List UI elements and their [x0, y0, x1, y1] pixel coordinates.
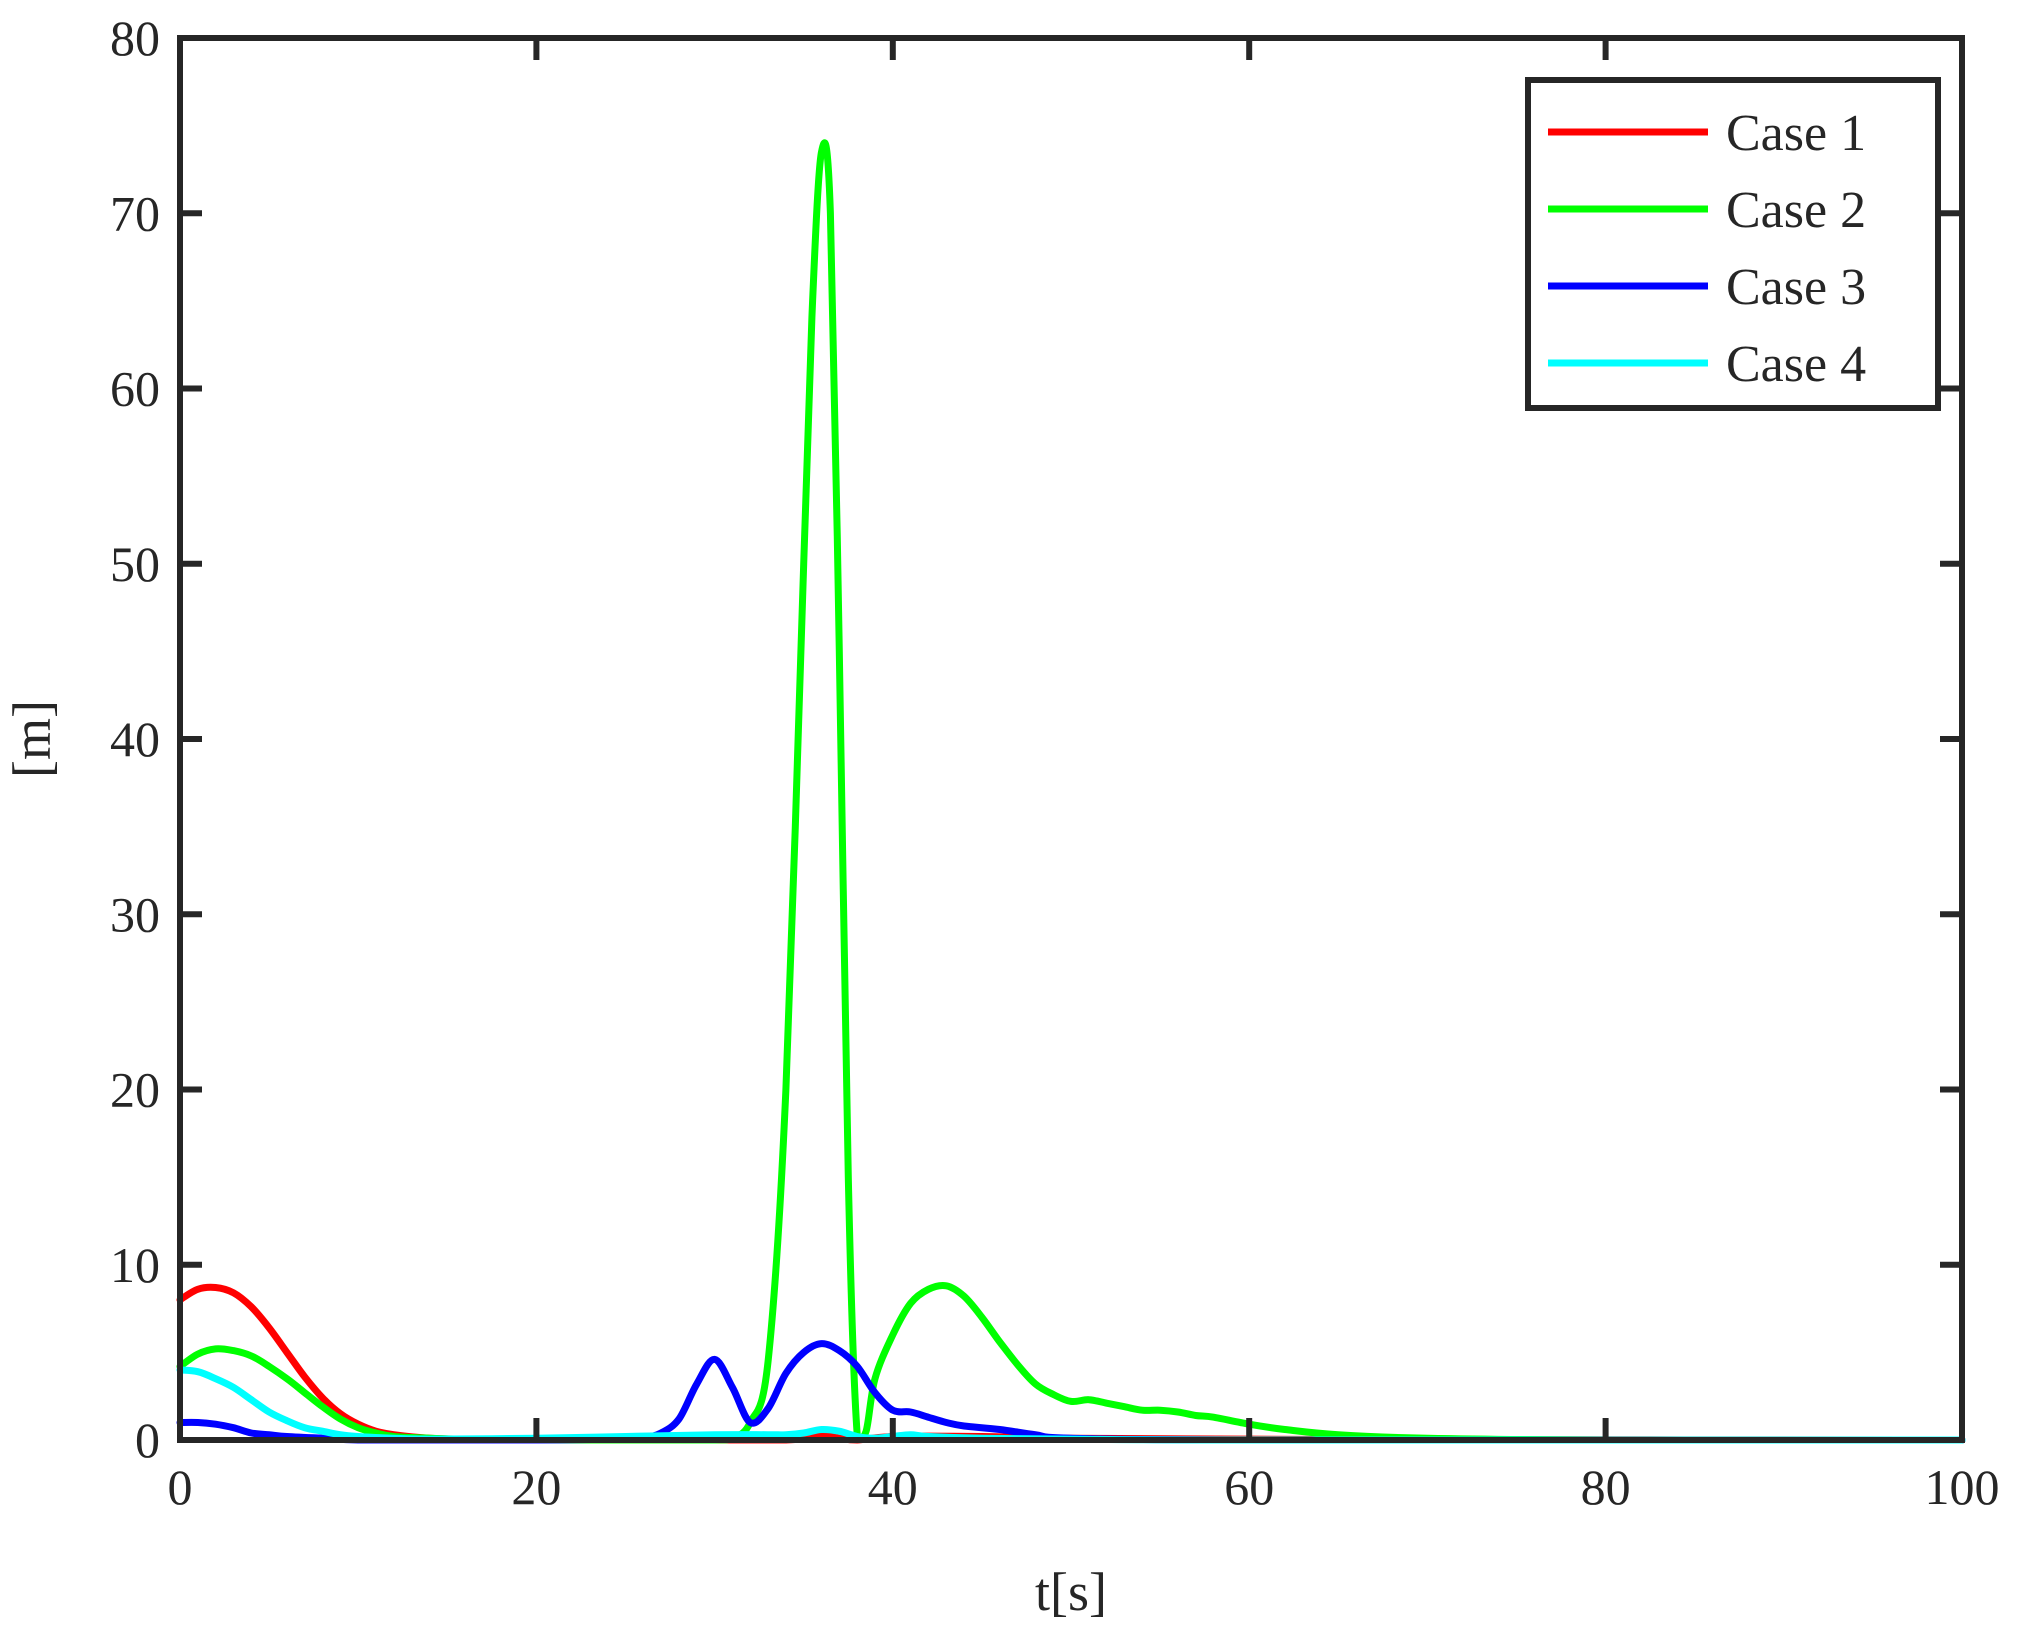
y-tick-label-6: 60	[110, 361, 160, 417]
x-tick-label-0: 0	[168, 1459, 193, 1515]
y-tick-label-5: 50	[110, 536, 160, 592]
y-tick-label-2: 20	[110, 1062, 160, 1118]
y-axis-label: [m]	[2, 700, 62, 778]
plot-frame	[177, 35, 1965, 1443]
series-line-case-2	[176, 139, 1966, 1444]
x-tick-label-5: 100	[1925, 1459, 2000, 1515]
y-tick-label-1: 10	[110, 1237, 160, 1293]
y-tick-label-7: 70	[110, 185, 160, 241]
x-tick-label-1: 20	[511, 1459, 561, 1515]
y-tick-label-3: 30	[110, 886, 160, 942]
x-tick-label-4: 80	[1581, 1459, 1631, 1515]
legend: Case 1 Case 2 Case 3 Case 4	[1525, 77, 1941, 411]
x-tick-label-2: 40	[868, 1459, 918, 1515]
x-tick-label-3: 60	[1224, 1459, 1274, 1515]
legend-label-case-3: Case 3	[1726, 259, 1866, 316]
legend-label-case-4: Case 4	[1726, 336, 1866, 393]
x-axis-label: t[s]	[1035, 1562, 1107, 1622]
legend-label-case-1: Case 1	[1726, 105, 1866, 162]
y-tick-label-0: 0	[135, 1412, 160, 1468]
y-tick-label-8: 80	[110, 10, 160, 66]
legend-label-case-2: Case 2	[1726, 182, 1866, 239]
tick-labels: 0 20 40 60 80 100 0 10 20 30 40 50 60 70 80	[110, 10, 2000, 1515]
y-tick-label-4: 40	[110, 711, 160, 767]
